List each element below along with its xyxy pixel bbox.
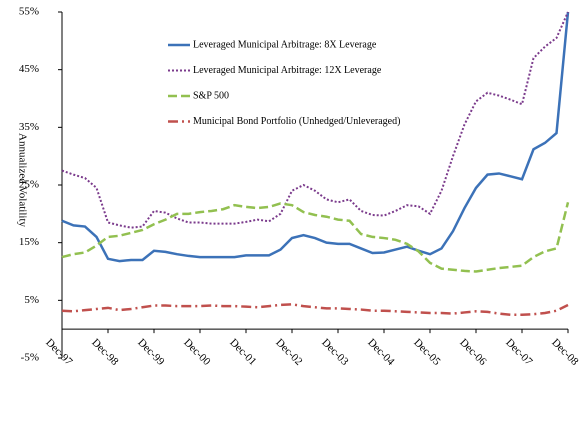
legend-label: Leveraged Municipal Arbitrage: 12X Lever… (193, 65, 382, 76)
y-tick-label: 45% (19, 63, 39, 75)
x-tick-label: Dec-05 (411, 337, 443, 369)
x-tick-label: Dec-07 (503, 337, 535, 369)
y-tick-label: 35% (19, 121, 39, 133)
legend: Leveraged Municipal Arbitrage: 8X Levera… (168, 39, 400, 127)
y-tick-label: 5% (24, 294, 39, 306)
y-tick-label: -5% (21, 352, 39, 364)
series-line (61, 201, 570, 273)
legend-label: S&P 500 (193, 90, 229, 101)
series-line (61, 303, 569, 316)
y-tick-label: 15% (19, 236, 39, 248)
y-tick-label: 55% (19, 6, 39, 18)
series-line (61, 11, 569, 229)
series-line (61, 11, 570, 263)
legend-label: Leveraged Municipal Arbitrage: 8X Levera… (193, 39, 377, 50)
x-tick-label: Dec-97 (43, 337, 75, 369)
x-tick-label: Dec-03 (319, 337, 351, 369)
x-tick-label: Dec-06 (457, 337, 489, 369)
y-tick-label: 25% (19, 179, 39, 191)
legend-label: Municipal Bond Portfolio (Unhedged/Unlev… (193, 116, 400, 127)
x-tick-label: Dec-04 (365, 337, 397, 369)
x-tick-label: Dec-01 (227, 337, 258, 368)
y-axis-title: Annualized Volatility (16, 133, 28, 227)
x-tick-label: Dec-08 (549, 337, 581, 369)
x-tick-label: Dec-02 (273, 337, 304, 368)
x-tick-label: Dec-99 (135, 337, 167, 369)
x-tick-label: Dec-00 (181, 337, 213, 369)
x-tick-label: Dec-98 (89, 337, 121, 369)
